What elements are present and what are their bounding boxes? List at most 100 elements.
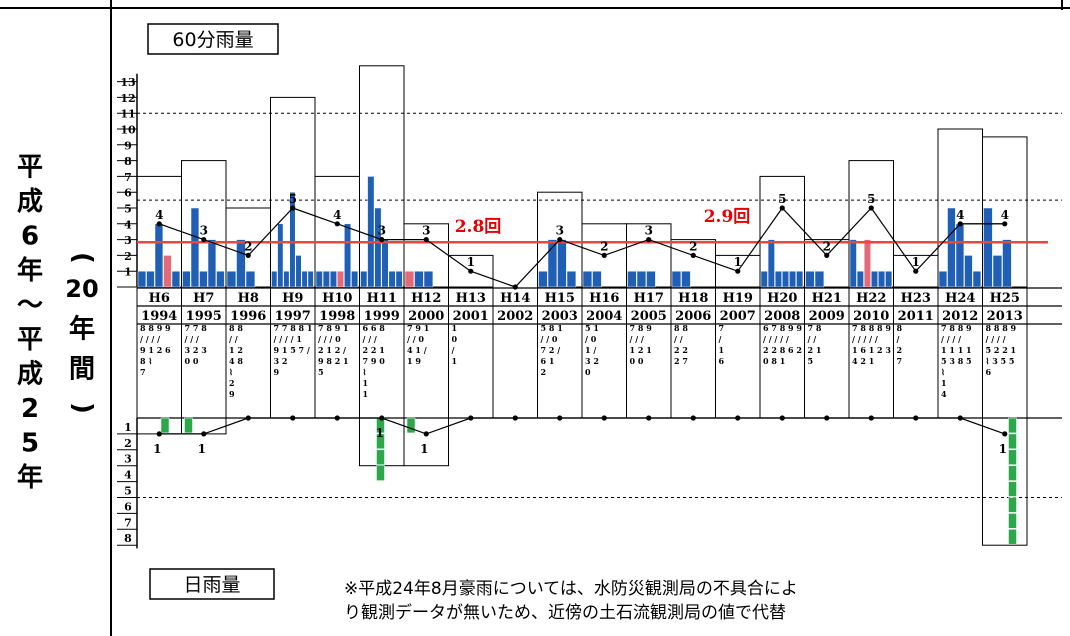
date-detail-text: 3 2 3	[185, 345, 208, 355]
date-detail-text: / / 0	[541, 334, 558, 344]
date-detail-text: 6 1	[541, 356, 555, 366]
top-monthly-bar	[216, 270, 225, 288]
top-monthly-bar	[277, 223, 284, 288]
date-detail-text: / / / /	[941, 334, 961, 344]
top-monthly-bar	[566, 270, 577, 288]
date-detail-text: 7 9 0	[363, 356, 386, 366]
date-detail-text: 8 8	[229, 323, 243, 333]
date-detail-text: 1 6 1 2 3	[852, 345, 891, 355]
top-monthly-bar	[592, 270, 602, 288]
top-monthly-bar	[972, 270, 982, 288]
top-monthly-bar	[146, 270, 155, 288]
top-count-label: 3	[200, 224, 208, 238]
date-detail-text: 3 2	[274, 356, 288, 366]
top-monthly-bar	[367, 176, 375, 288]
top-count-point	[779, 205, 785, 211]
date-detail-text: / / / /	[140, 334, 160, 344]
bottom-y-tick-label: 4	[124, 469, 132, 482]
date-detail-text: 8 ⌇	[140, 356, 152, 366]
top-count-label: 5	[778, 192, 786, 206]
top-monthly-bar	[582, 270, 593, 288]
era-label: H12	[411, 291, 441, 306]
footnote-line: り観測データが無いため、近傍の土石流観測局の値で代替	[344, 602, 786, 623]
bottom-count-label: 1	[376, 426, 384, 440]
bottom-count-point	[156, 431, 162, 437]
top-monthly-bar	[805, 270, 815, 288]
top-count-point	[913, 268, 919, 274]
date-detail-text: 0 0	[630, 356, 644, 366]
top-monthly-bar	[344, 223, 352, 288]
top-y-tick-label: 11	[120, 108, 135, 121]
date-detail-text: / / /	[630, 334, 644, 344]
left-label-char: 6	[21, 222, 39, 252]
top-label-text: 60分雨量	[172, 29, 253, 51]
top-count-label: 3	[645, 224, 653, 238]
top-count-label: 2	[244, 239, 252, 253]
date-detail-text: /	[897, 334, 900, 344]
bottom-daily-bar	[1008, 497, 1017, 513]
date-detail-text: 5	[808, 356, 814, 366]
date-detail-text: 2 2	[674, 345, 688, 355]
date-detail-text: 7 9 1	[407, 323, 429, 333]
date-detail-text: 4 1 /	[407, 345, 427, 355]
top-monthly-bar	[190, 207, 200, 288]
era-label: H25	[990, 291, 1020, 306]
date-detail-text: 1 2 1	[630, 345, 652, 355]
date-detail-text: 4 8	[229, 356, 243, 366]
left-label-period: (	[68, 252, 98, 264]
date-detail-text: 6	[719, 356, 725, 366]
top-monthly-bar	[671, 270, 682, 288]
top-count-label: 2	[823, 239, 831, 253]
date-detail-text: 5 8 1	[541, 323, 563, 333]
date-detail-text: 7 2 /	[541, 345, 561, 355]
left-label-char: 成	[17, 360, 43, 390]
date-detail-text: 6 6 8	[363, 323, 386, 333]
top-monthly-bar	[414, 270, 424, 288]
top-count-label: 5	[289, 192, 297, 206]
top-count-point	[601, 252, 607, 258]
bottom-y-tick-label: 3	[124, 453, 132, 466]
era-label: H22	[856, 291, 886, 306]
date-detail-text: / / / / 1	[274, 334, 302, 344]
year-label: 2000	[408, 309, 444, 324]
bottom-count-point	[379, 415, 385, 421]
left-label-period: )	[68, 402, 98, 414]
top-count-point	[690, 252, 696, 258]
top-monthly-bar	[271, 270, 278, 288]
date-detail-text: 0	[585, 367, 591, 377]
year-label: 2010	[853, 309, 889, 324]
top-count-label: 4	[333, 208, 341, 222]
date-detail-text: / / / / /	[852, 334, 878, 344]
bottom-count-point	[290, 415, 296, 421]
era-label: H23	[901, 291, 931, 306]
top-monthly-bar-highlight	[337, 270, 344, 288]
top-count-point	[868, 205, 874, 211]
top-y-tick-label: 3	[124, 234, 132, 247]
year-label: 2013	[987, 309, 1023, 324]
era-label: H19	[723, 291, 753, 306]
date-detail-text: ⌇	[229, 367, 233, 377]
year-label: 2001	[453, 309, 489, 324]
top-y-tick-label: 6	[124, 187, 132, 200]
top-monthly-bar	[374, 207, 382, 288]
date-detail-text: 9	[229, 389, 235, 399]
era-label: H14	[500, 291, 530, 306]
date-detail-text: / / / /	[986, 334, 1006, 344]
date-detail-text: / / /	[363, 334, 377, 344]
date-detail-text: / /	[229, 334, 238, 344]
top-monthly-bar	[351, 270, 359, 288]
bottom-daily-bar	[184, 417, 193, 434]
top-count-label: 3	[556, 224, 564, 238]
year-label: 2006	[675, 309, 711, 324]
top-monthly-bar	[207, 239, 217, 288]
left-label-char: 年	[17, 255, 43, 286]
year-label: 2011	[898, 309, 934, 324]
bottom-count-line	[159, 417, 1005, 435]
top-y-tick-label: 2	[124, 250, 132, 263]
top-monthly-bar	[245, 270, 256, 288]
top-monthly-bar	[322, 270, 330, 288]
bottom-daily-bar	[1008, 529, 1017, 545]
top-count-label: 1	[912, 255, 920, 269]
top-count-label: 2	[689, 239, 697, 253]
date-detail-text: 5 1	[585, 323, 599, 333]
